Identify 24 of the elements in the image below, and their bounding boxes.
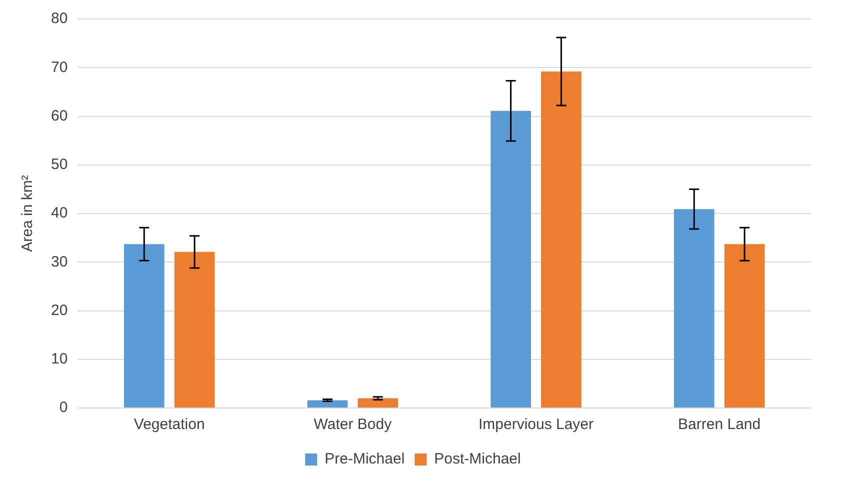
y-tick-label: 30 [50, 253, 68, 270]
y-tick-label: 10 [50, 350, 68, 368]
legend-label: Pre-Michael [324, 450, 405, 468]
bar [174, 252, 215, 408]
bar [490, 110, 531, 408]
bar [674, 209, 714, 408]
y-tick-label: 20 [50, 302, 68, 319]
bar [124, 244, 164, 408]
bar [307, 400, 348, 408]
x-tick-label: Water Body [314, 416, 392, 434]
bar [541, 72, 582, 408]
y-tick-label: 70 [50, 58, 68, 76]
y-tick-label: 50 [50, 156, 68, 174]
bar [724, 244, 765, 408]
x-tick-label: Barren Land [678, 416, 761, 434]
y-tick-label: 60 [50, 107, 68, 124]
y-tick-label: 80 [50, 10, 68, 28]
legend-label: Post-Michael [434, 450, 521, 468]
x-tick-label: Vegetation [134, 416, 205, 434]
y-tick-label: 0 [59, 399, 68, 416]
bar [358, 398, 398, 408]
y-axis-title: Area in km² [19, 175, 36, 252]
x-tick-label: Impervious Layer [478, 416, 594, 434]
y-tick-label: 40 [50, 204, 68, 222]
